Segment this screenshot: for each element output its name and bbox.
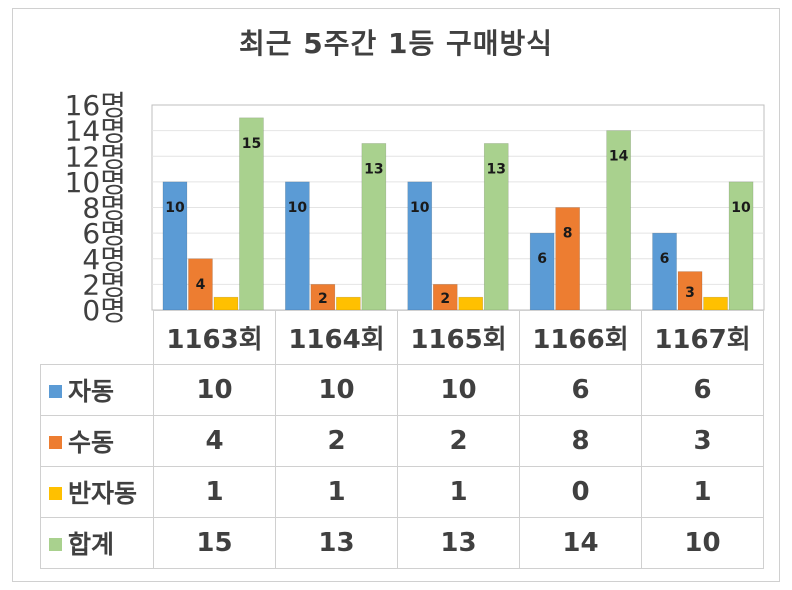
legend-key-manual (49, 436, 62, 449)
bar (432, 284, 458, 311)
data-label: 4 (196, 277, 206, 293)
bar (361, 143, 387, 311)
bar (188, 258, 213, 311)
data-label: 14 (609, 149, 629, 165)
table-cell: 6 (641, 364, 764, 416)
legend-label: 합계 (68, 530, 115, 559)
table-cell: 6 (519, 364, 642, 416)
bar (239, 117, 264, 311)
bar (555, 207, 580, 311)
bar (407, 181, 433, 311)
data-label: 8 (563, 226, 573, 242)
table-header-row: 1163회 1164회 1165회 1166회 1167회 (41, 310, 764, 365)
data-label: 2 (440, 291, 450, 307)
data-label: 2 (318, 291, 328, 307)
y-tick-label: 4명 (82, 243, 126, 276)
bar (162, 181, 188, 311)
table-row-label: 합계 (40, 517, 154, 569)
table-cell: 4 (153, 415, 276, 467)
table-cell: 2 (397, 415, 520, 467)
table-row: 합계 15 13 13 14 10 (40, 517, 764, 569)
data-label: 10 (410, 200, 430, 216)
data-label: 10 (288, 200, 308, 216)
table-cell: 3 (641, 415, 764, 467)
table-category-header: 1165회 (397, 310, 520, 365)
bar (728, 181, 754, 311)
bar (703, 296, 728, 311)
y-tick-label: 14명 (65, 115, 126, 148)
table-row-label: 반자동 (40, 466, 154, 518)
data-label: 15 (242, 136, 261, 152)
chart-title: 최근 5주간 1등 구매방식 (238, 27, 554, 60)
table-row-label: 자동 (40, 364, 154, 416)
table-cell: 14 (519, 517, 642, 569)
legend-key-auto (49, 385, 62, 398)
data-label: 10 (731, 200, 751, 216)
legend-key-semi-auto (49, 487, 62, 500)
y-tick-label: 8명 (82, 192, 126, 225)
bar (677, 271, 703, 311)
table-category-header: 1164회 (275, 310, 398, 365)
table-category-header: 1167회 (641, 310, 764, 365)
legend-label: 자동 (68, 377, 115, 406)
y-tick-label: 0명 (82, 294, 126, 327)
data-label: 10 (165, 200, 185, 216)
table-cell: 13 (397, 517, 520, 569)
table-row: 반자동 1 1 1 0 1 (40, 466, 764, 518)
data-label: 6 (660, 251, 670, 267)
data-table: 1163회 1164회 1165회 1166회 1167회 자동 10 10 1… (40, 310, 764, 569)
bar (213, 296, 239, 311)
y-tick-label: 6명 (82, 217, 126, 250)
legend-label: 수동 (68, 428, 115, 457)
y-tick-label: 12명 (65, 140, 126, 173)
table-row: 자동 10 10 10 6 6 (40, 364, 764, 416)
y-tick-label: 2명 (82, 268, 126, 301)
table-cell: 1 (641, 466, 764, 518)
table-cell: 13 (275, 517, 398, 569)
table-category-header: 1166회 (519, 310, 642, 365)
bar (336, 296, 361, 311)
bar (285, 181, 310, 311)
data-label: 6 (537, 251, 547, 267)
table-cell: 10 (275, 364, 398, 416)
table-category-header: 1163회 (153, 310, 276, 365)
bar (483, 143, 509, 311)
table-cell: 1 (397, 466, 520, 518)
legend-key-total (49, 538, 62, 551)
table-cell: 2 (275, 415, 398, 467)
table-cell: 0 (519, 466, 642, 518)
chart-frame (12, 8, 780, 582)
table-row-label: 수동 (40, 415, 154, 467)
bar (458, 296, 484, 311)
table-cell: 15 (153, 517, 276, 569)
table-row: 수동 4 2 2 8 3 (40, 415, 764, 467)
table-corner (41, 311, 154, 365)
table-cell: 8 (519, 415, 642, 467)
legend-label: 반자동 (68, 479, 138, 508)
bar (606, 130, 631, 311)
data-label: 3 (685, 285, 695, 301)
table-cell: 1 (153, 466, 276, 518)
y-tick-label: 16명 (65, 89, 126, 122)
table-cell: 10 (397, 364, 520, 416)
table-cell: 10 (641, 517, 764, 569)
data-label: 13 (364, 161, 383, 177)
table-cell: 10 (153, 364, 276, 416)
data-label: 13 (487, 161, 506, 177)
bar (652, 232, 677, 311)
y-tick-label: 10명 (65, 166, 126, 199)
bar (529, 232, 555, 311)
bar (310, 284, 336, 311)
table-cell: 1 (275, 466, 398, 518)
